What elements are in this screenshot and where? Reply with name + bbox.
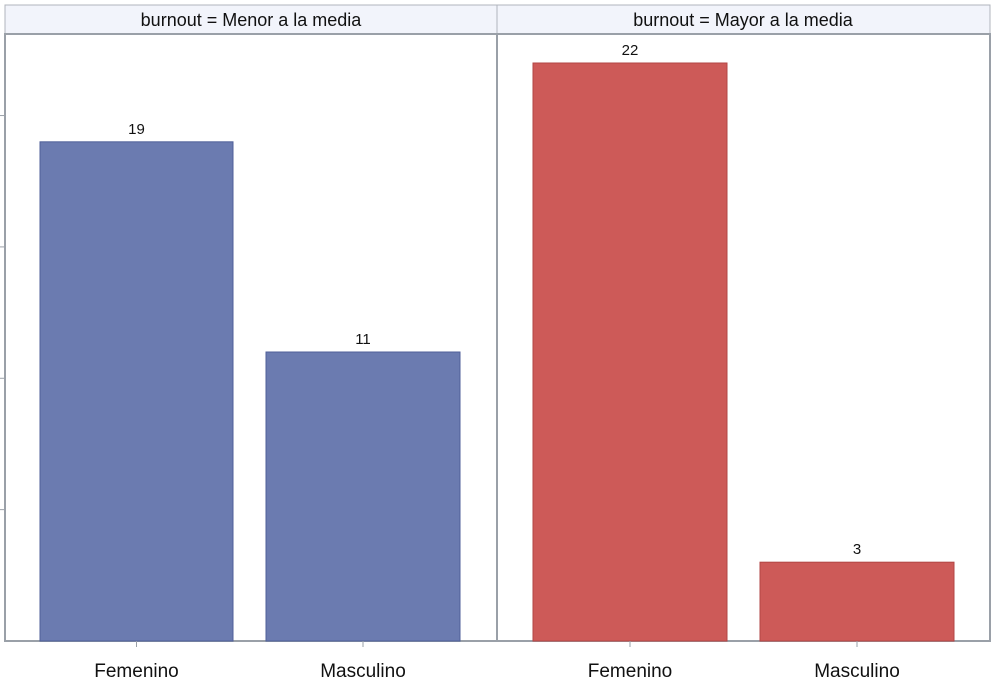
x-axis-ticks: Femenino Masculino Femenino Masculino: [94, 641, 900, 682]
bar-value-label: 3: [853, 541, 861, 558]
bar-value-label: 11: [355, 331, 371, 348]
bar-mayor-femenino: [532, 62, 728, 642]
panel-header-bg-1: [4, 4, 498, 35]
bars-group: [39, 62, 955, 642]
bar-menor-femenino: [39, 141, 234, 642]
x-tick-label-masculino: Masculino: [814, 661, 900, 682]
bar-mayor-masculino: [759, 561, 955, 642]
panel-header-mayor: burnout = Mayor a la media: [633, 10, 854, 30]
bar-menor-masculino: [265, 351, 461, 642]
bar-value-label: 19: [128, 121, 145, 138]
bar-labels-group: 19 11 22 3: [128, 42, 861, 558]
x-tick-label-femenino: Femenino: [94, 661, 179, 682]
x-tick-label-masculino: Masculino: [320, 661, 406, 682]
bar-value-label: 22: [622, 42, 639, 59]
y-axis-ticks: [0, 115, 5, 511]
x-tick-label-femenino: Femenino: [588, 661, 673, 682]
panel-header-bg-2: [496, 4, 991, 35]
panel-header-menor: burnout = Menor a la media: [141, 10, 363, 30]
